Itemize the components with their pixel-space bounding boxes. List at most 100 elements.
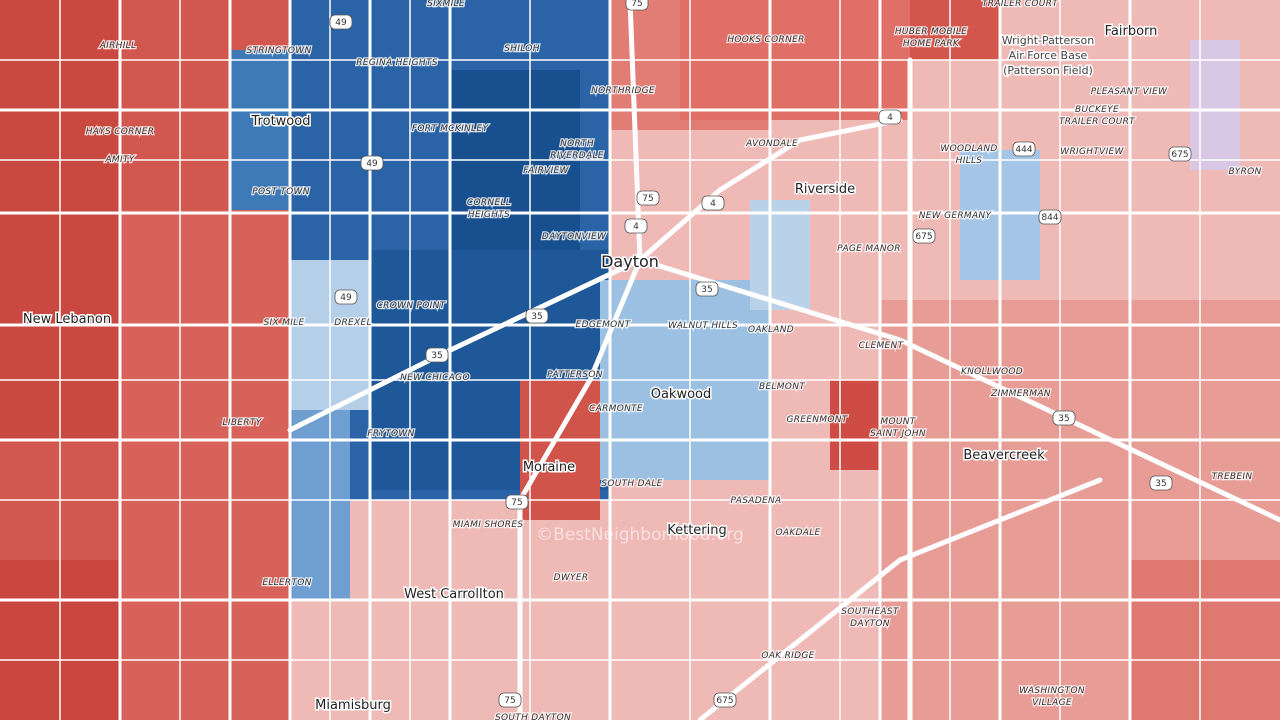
shield [1168, 146, 1192, 162]
place-label: WALNUT HILLS [668, 321, 738, 331]
place-label: STRINGTOWN [246, 46, 311, 56]
shield-number: 49 [335, 18, 347, 28]
place-label: AIRHILL [99, 41, 137, 51]
shield-number: 4 [710, 199, 716, 209]
place-label: Wright-Patterson [1002, 34, 1094, 47]
shield [695, 281, 719, 297]
place-label: NORTHRIDGE [591, 86, 655, 96]
place-label: (Patterson Field) [1003, 64, 1093, 77]
place-label: Kettering [667, 523, 727, 538]
place-label: WOODLAND [940, 144, 997, 154]
place-label: DWYER [554, 573, 589, 583]
place-labels: Trotwood Dayton Riverside Oakwood Moraine Ket… [21, 0, 1262, 720]
place-label: Dayton [601, 252, 659, 271]
shield [505, 494, 529, 510]
shield-number: 4 [633, 222, 639, 232]
place-label: PASADENA [731, 496, 782, 506]
place-label: OAKDALE [775, 528, 820, 538]
shield-number: 35 [1155, 479, 1166, 489]
place-label: HILLS [956, 156, 983, 166]
shield-number: 35 [1058, 414, 1069, 424]
place-label: Air Force Base [1009, 49, 1088, 62]
place-label: LIBERTY [223, 418, 263, 428]
place-label: CORNELL [467, 198, 511, 208]
place-label: West Carrollton [404, 587, 504, 602]
shield [912, 228, 936, 244]
shield [334, 289, 358, 305]
shield [425, 347, 449, 363]
place-label: Trotwood [251, 114, 311, 129]
place-label: New Lebanon [23, 312, 111, 327]
shield [1012, 141, 1036, 157]
place-label: GREENMONT [786, 415, 848, 425]
shield [1052, 410, 1076, 426]
place-label: WRIGHTVIEW [1060, 147, 1124, 157]
shield-number: 75 [642, 194, 653, 204]
shield [329, 14, 353, 30]
place-label: NEW GERMANY [919, 211, 993, 221]
shield-number: 75 [504, 696, 515, 706]
shield-number: 444 [1015, 145, 1032, 155]
shield [498, 692, 522, 708]
shield [624, 218, 648, 234]
place-label: HOOKS CORNER [727, 35, 804, 45]
place-label: REGINA HEIGHTS [356, 58, 438, 68]
shield [1149, 475, 1173, 491]
shield-number: 4 [887, 113, 893, 123]
shield [878, 109, 902, 125]
shield-number: 675 [915, 232, 932, 242]
place-label: CLEMENT [859, 341, 905, 351]
place-label: NORTH [560, 139, 594, 149]
place-label: BUCKEYE [1075, 105, 1119, 115]
place-label: Riverside [795, 182, 855, 197]
place-label: NEW CHICAGO [400, 373, 470, 383]
place-label: DAYTONVIEW [542, 232, 607, 242]
shield [1038, 209, 1062, 225]
shield [713, 692, 737, 708]
place-label: Fairborn [1105, 24, 1158, 39]
shield [625, 0, 649, 11]
place-label: KNOLLWOOD [961, 367, 1023, 377]
place-label: SAINT JOHN [870, 429, 926, 439]
shield-number: 35 [431, 351, 442, 361]
watermark: ©BestNeighborhood.org [536, 525, 744, 545]
place-label: SIX MILE [264, 318, 305, 328]
place-label: VILLAGE [1032, 698, 1072, 708]
place-label: ZIMMERMAN [990, 389, 1051, 399]
place-label: FAIRVIEW [523, 166, 569, 176]
place-label: RIVERDALE [550, 151, 604, 161]
shield-number: 35 [531, 312, 542, 322]
shield-number: 49 [366, 159, 378, 169]
place-label: ELLERTON [262, 578, 311, 588]
place-label: HEIGHTS [468, 210, 510, 220]
shield [360, 155, 384, 171]
place-label: SHILOH [504, 44, 540, 54]
place-label: HUBER MOBILE [895, 27, 967, 37]
place-label: BYRON [1228, 167, 1261, 177]
place-label: FORT MCKINLEY [412, 124, 490, 134]
place-label: PATTERSON [547, 370, 603, 380]
place-label: TREBEIN [1212, 472, 1253, 482]
place-label: DREXEL [334, 318, 372, 328]
place-label: SOUTHEAST [841, 607, 900, 617]
shield-number: 675 [1171, 150, 1188, 160]
shield [636, 190, 660, 206]
place-label: Beavercreek [963, 448, 1045, 463]
place-label: SOUTH DALE [601, 479, 662, 489]
place-label: EDGEMONT [576, 320, 632, 330]
place-label: MOUNT [880, 417, 916, 427]
place-label: DAYTON [850, 619, 890, 629]
place-label: FRYTOWN [367, 429, 414, 439]
place-label: TRAILER COURT [1059, 117, 1136, 127]
shield-number: 49 [340, 293, 352, 303]
shield-number: 675 [716, 696, 733, 706]
shield [525, 308, 549, 324]
place-label: CROWN POINT [377, 301, 447, 311]
place-label: AVONDALE [745, 139, 798, 149]
place-label: HOME PARK [903, 39, 960, 49]
place-label: POST TOWN [252, 187, 310, 197]
place-label: WASHINGTON [1019, 686, 1085, 696]
place-label: SOUTH DAYTON [495, 713, 571, 720]
